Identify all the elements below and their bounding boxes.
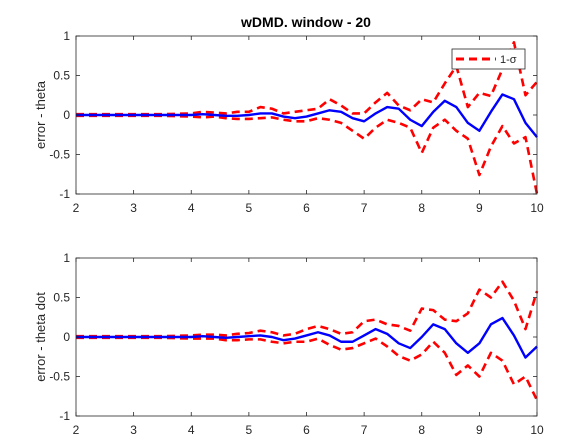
bottom-plot-xtick-label: 5 (246, 423, 253, 437)
top-plot-xtick-label: 7 (361, 201, 368, 215)
top-plot-legend: 1-σ (451, 48, 526, 70)
bottom-plot-xtick-label: 4 (188, 423, 195, 437)
bottom-plot-ylabel: error - theta dot (33, 292, 48, 382)
bottom-plot-series-mean (76, 316, 538, 359)
bottom-plot-xtick-label: 8 (418, 423, 425, 437)
top-plot-xtick-label: 4 (188, 201, 195, 215)
figure-title: wDMD. window - 20 (240, 14, 371, 30)
top-plot-xtick-label: 2 (73, 201, 80, 215)
top-plot-ytick-label: -0.5 (49, 148, 70, 162)
top-plot-series-upper (76, 41, 538, 116)
top-plot-ytick-label: 1 (63, 29, 70, 43)
legend-entry-label: 1-σ (500, 54, 517, 66)
top-plot-ytick-label: 0.5 (53, 69, 70, 83)
bottom-plot-xtick-label: 9 (476, 423, 483, 437)
bottom-plot-series-lower (76, 336, 539, 401)
bottom-plot-series-upper (76, 280, 539, 338)
bottom-plot-ytick-label: 0.5 (53, 291, 70, 305)
bottom-plot-xtick-label: 2 (73, 423, 80, 437)
top-plot-series-lower (76, 114, 539, 195)
top-plot-ytick-label: 0 (63, 108, 70, 122)
bottom-plot-ytick-label: -0.5 (49, 370, 70, 384)
bottom-plot-series (76, 280, 539, 401)
bottom-plot-xtick-label: 6 (303, 423, 310, 437)
top-plot-xtick-label: 8 (418, 201, 425, 215)
bottom-plot: 2 3 4 5 6 7 8 9 10 -1 -0.5 0 0.5 1 error - theta dot (33, 251, 544, 437)
top-plot: 2 3 4 5 6 7 8 9 10 -1 -0.5 0 0.5 1 error - theta 1-σ (33, 29, 544, 215)
top-plot-axes: 2 3 4 5 6 7 8 9 10 -1 -0.5 0 0.5 1 (49, 29, 544, 215)
top-plot-ylabel: error - theta (33, 80, 48, 149)
top-plot-xtick-label: 10 (530, 201, 544, 215)
bottom-plot-xtick-label: 3 (130, 423, 137, 437)
top-plot-xtick-label: 9 (476, 201, 483, 215)
top-plot-xtick-label: 5 (246, 201, 253, 215)
top-plot-ytick-label: -1 (59, 187, 70, 201)
top-plot-xtick-label: 3 (130, 201, 137, 215)
top-plot-series-mean (76, 93, 538, 138)
bottom-plot-ytick-label: 1 (63, 251, 70, 265)
bottom-plot-xtick-label: 7 (361, 423, 368, 437)
bottom-plot-axes: 2 3 4 5 6 7 8 9 10 -1 -0.5 0 0.5 1 (49, 251, 544, 437)
top-plot-xtick-label: 6 (303, 201, 310, 215)
bottom-plot-ytick-label: -1 (59, 409, 70, 423)
top-plot-series (76, 41, 539, 195)
bottom-plot-xtick-label: 10 (530, 423, 544, 437)
bottom-plot-ytick-label: 0 (63, 330, 70, 344)
